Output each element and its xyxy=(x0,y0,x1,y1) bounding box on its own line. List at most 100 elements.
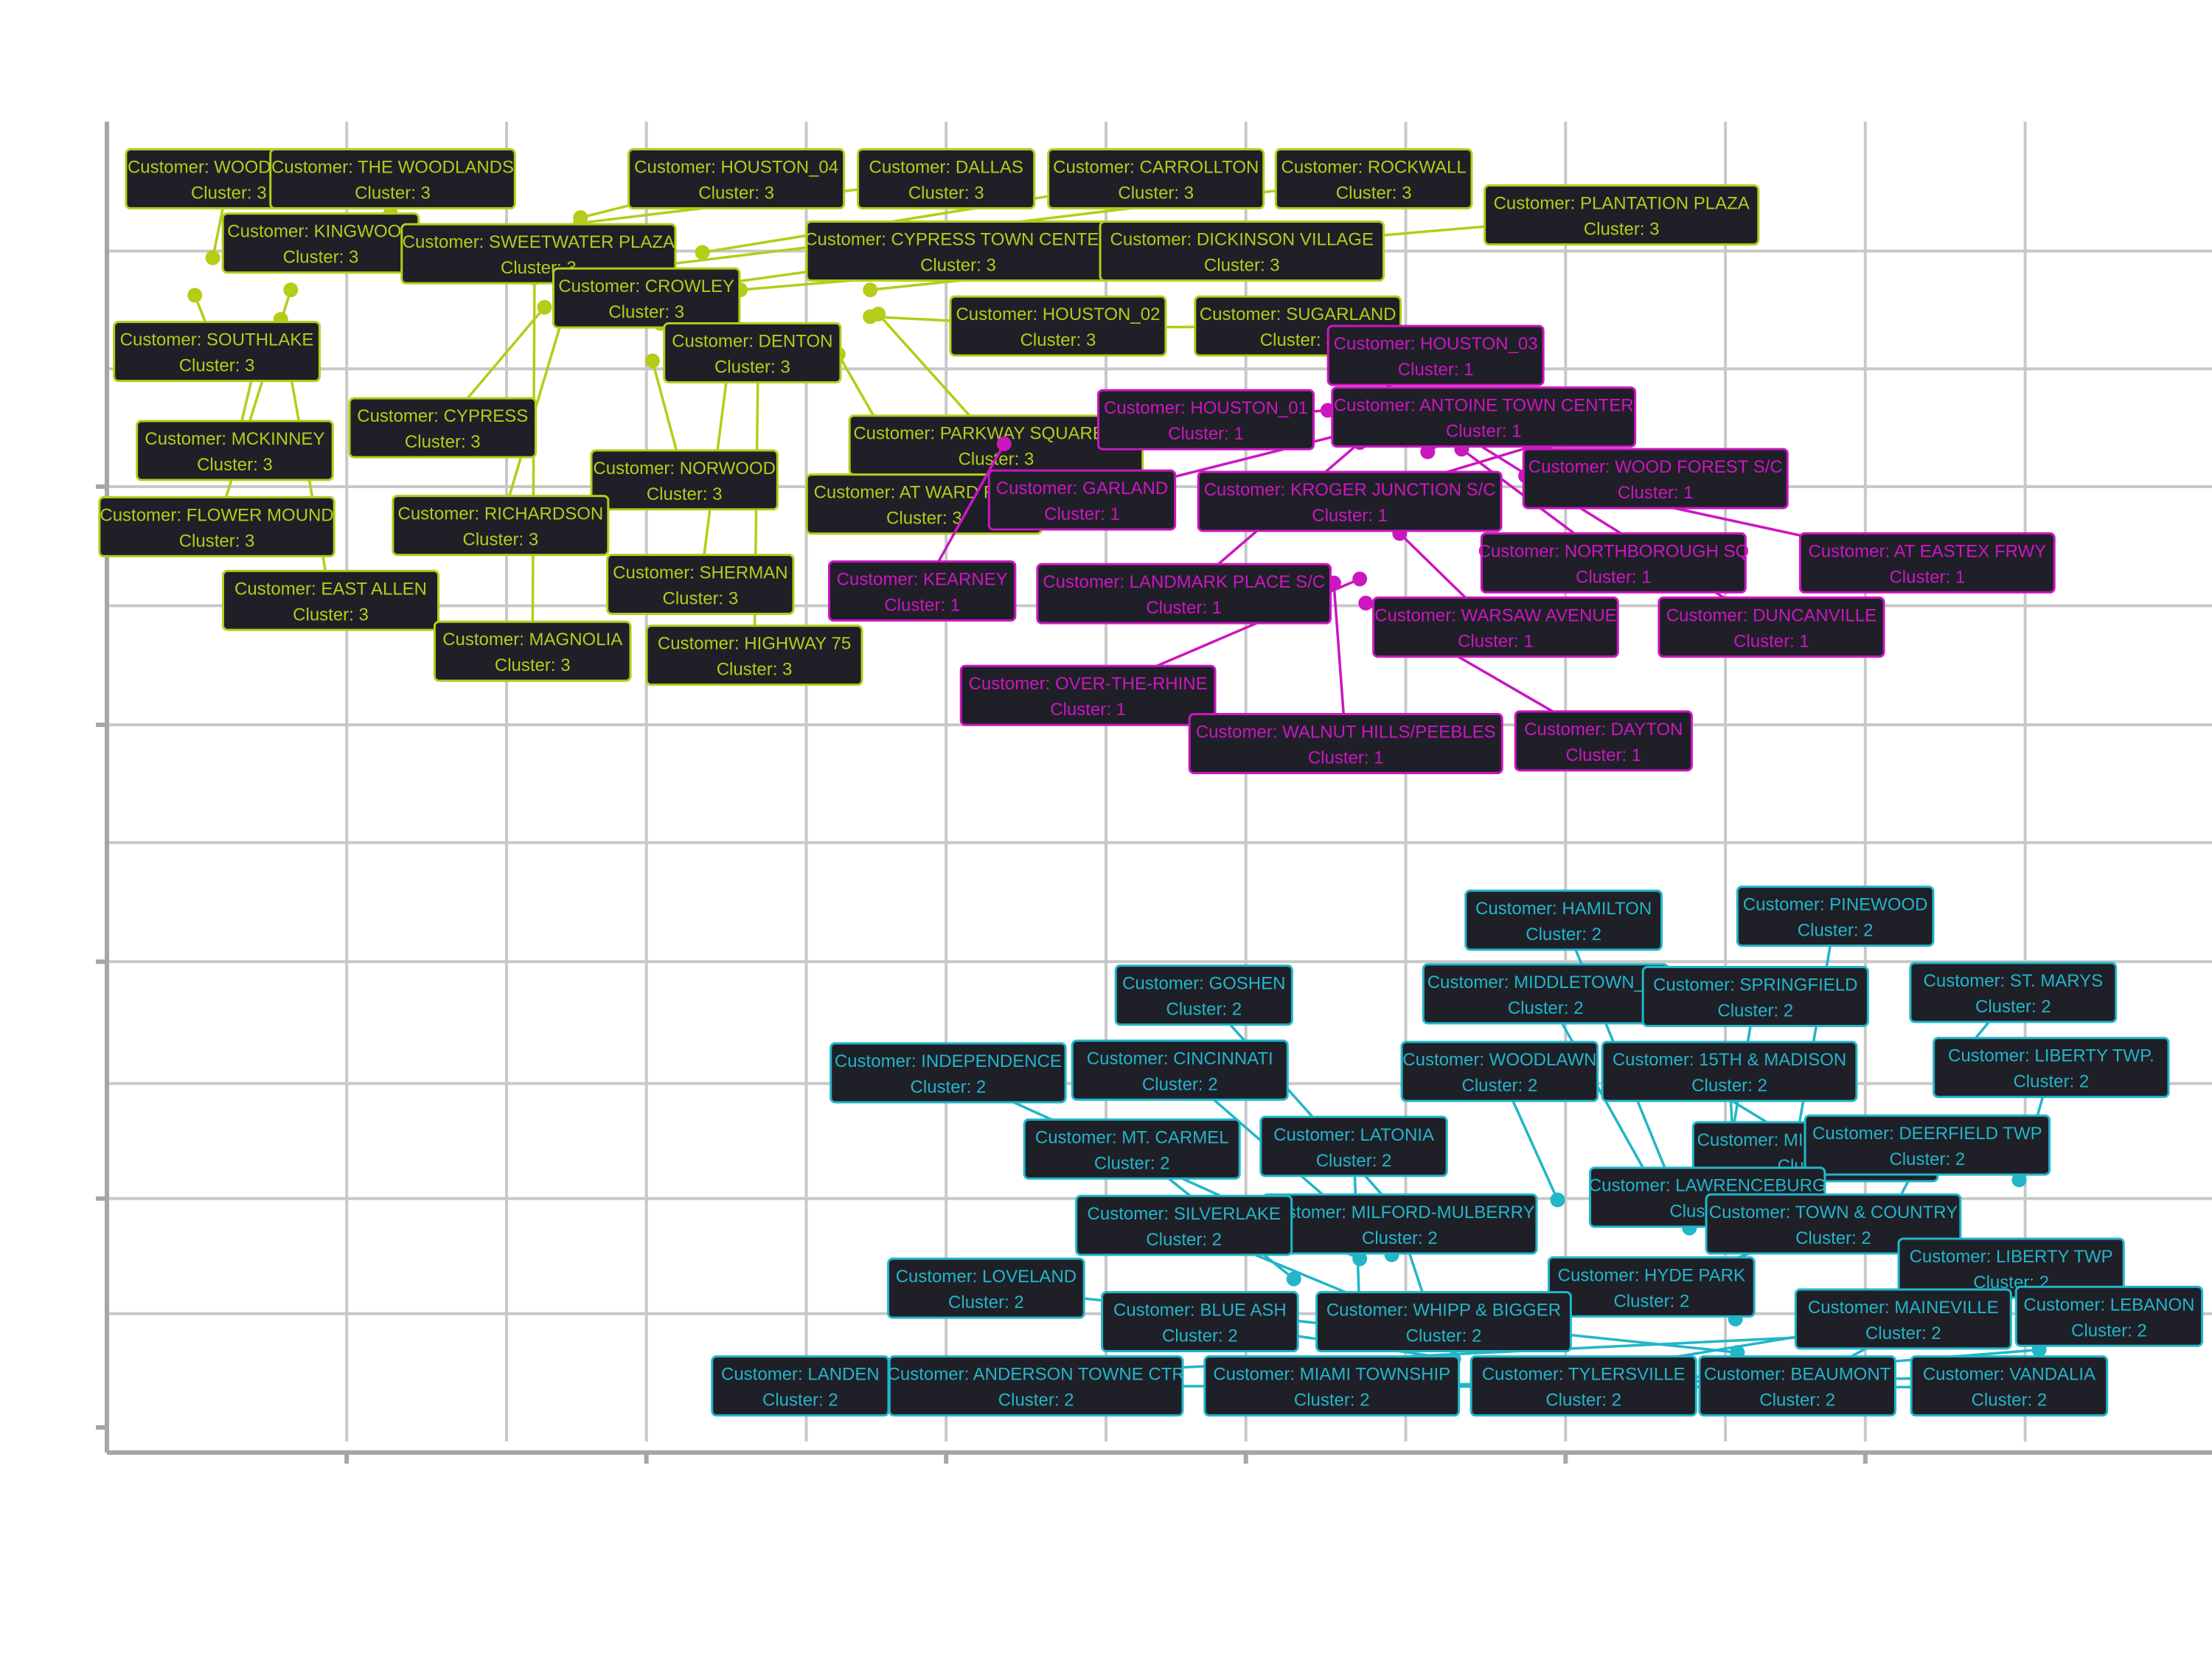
cluster-label: Cluster: 3 xyxy=(1020,330,1096,350)
point-label-box xyxy=(1909,961,2118,1023)
data-point[interactable] xyxy=(205,250,220,265)
cluster-label: Cluster: 1 xyxy=(1576,567,1652,587)
cluster-label: Cluster: 3 xyxy=(608,302,684,322)
point-label-box xyxy=(1075,1194,1293,1256)
point-label: Customer: WARSAW AVENUE Cluster: 1 xyxy=(1372,597,1619,658)
point-label: Customer: SHERMAN Cluster: 3 xyxy=(606,553,795,615)
cluster-label: Cluster: 1 xyxy=(1146,598,1222,618)
customer-label: Customer: LOVELAND xyxy=(896,1267,1077,1287)
data-point[interactable] xyxy=(283,282,299,298)
point-label-box xyxy=(1484,184,1760,246)
cluster-label: Cluster: 2 xyxy=(1162,1326,1238,1346)
point-label-box xyxy=(606,553,795,615)
data-point[interactable] xyxy=(2011,1172,2027,1188)
point-label-box xyxy=(433,620,632,682)
customer-label: Customer: 15TH & MADISON xyxy=(1613,1050,1846,1070)
cluster-label: Cluster: 2 xyxy=(1798,921,1874,941)
cluster-label: Cluster: 2 xyxy=(948,1293,1024,1312)
point-label-box xyxy=(1464,889,1663,951)
point-label: Customer: MILFORD-MULBERRY Cluster: 2 xyxy=(1262,1193,1538,1255)
cluster-label: Cluster: 2 xyxy=(1406,1326,1482,1346)
cluster-label: Cluster: 3 xyxy=(197,455,273,475)
point-label-box xyxy=(552,267,741,329)
point-label-box xyxy=(269,148,516,210)
cluster-label: Cluster: 1 xyxy=(1398,360,1474,380)
cluster-label: Cluster: 3 xyxy=(179,531,255,551)
data-point[interactable] xyxy=(1352,1251,1368,1267)
customer-label: Customer: VANDALIA xyxy=(1923,1365,2096,1385)
point-label: Customer: KEARNEY Cluster: 1 xyxy=(827,560,1017,622)
customer-label: Customer: WHIPP & BIGGER xyxy=(1326,1301,1561,1321)
point-label-box xyxy=(959,664,1217,726)
point-label-box xyxy=(1114,964,1293,1026)
cluster-label: Cluster: 2 xyxy=(1526,925,1601,945)
data-point[interactable] xyxy=(1352,571,1368,587)
data-point[interactable] xyxy=(695,245,710,260)
point-label-box xyxy=(1097,389,1315,451)
customer-label: Customer: GARLAND xyxy=(996,479,1168,498)
customer-label: Customer: DUNCANVILLE xyxy=(1666,606,1877,626)
point-label: Customer: LIBERTY TWP. Cluster: 2 xyxy=(1933,1037,2170,1099)
cluster-label: Cluster: 2 xyxy=(1717,1001,1793,1020)
customer-label: Customer: DEERFIELD TWP xyxy=(1812,1124,2042,1144)
point-label-box xyxy=(949,295,1167,357)
point-label: Customer: MIDDLETOWN_01 Cluster: 2 xyxy=(1422,963,1669,1025)
customer-label: Customer: SOUTHLAKE xyxy=(120,330,314,350)
customer-label: Customer: WOODLAWN xyxy=(1402,1050,1596,1070)
point-label-box xyxy=(1470,1355,1697,1417)
point-label-box xyxy=(1188,712,1503,774)
data-point[interactable] xyxy=(871,306,886,321)
data-point[interactable] xyxy=(1358,595,1374,611)
customer-label: Customer: TOWN & COUNTRY xyxy=(1709,1203,1958,1222)
customer-label: Customer: WALNUT HILLS/PEEBLES xyxy=(1196,722,1496,742)
point-label: Customer: WHIPP & BIGGER Cluster: 2 xyxy=(1315,1291,1572,1353)
cluster-label: Cluster: 2 xyxy=(1795,1228,1871,1248)
customer-label: Customer: NORTHBOROUGH SQ xyxy=(1478,541,1750,561)
cluster-label: Cluster: 2 xyxy=(1462,1076,1538,1096)
customer-label: Customer: DAYTON xyxy=(1524,720,1683,740)
cluster-label: Cluster: 2 xyxy=(1142,1074,1218,1094)
point-label: Customer: ANDERSON TOWNE CTR Cluster: 2 xyxy=(888,1355,1185,1417)
cluster-label: Cluster: 3 xyxy=(1584,220,1660,240)
point-label: Customer: TYLERSVILLE Cluster: 2 xyxy=(1470,1355,1697,1417)
point-label-box xyxy=(1514,710,1693,772)
point-label: Customer: WALNUT HILLS/PEEBLES Cluster: 1 xyxy=(1188,712,1503,774)
data-point[interactable] xyxy=(537,299,552,315)
data-point[interactable] xyxy=(1286,1271,1301,1287)
data-point[interactable] xyxy=(863,282,878,298)
customer-label: Customer: SWEETWATER PLAZA xyxy=(403,232,675,252)
cluster-label: Cluster: 1 xyxy=(1618,483,1694,503)
data-point[interactable] xyxy=(1550,1192,1565,1208)
customer-label: Customer: WARSAW AVENUE xyxy=(1374,606,1617,626)
cluster-label: Cluster: 3 xyxy=(714,357,790,377)
point-label-box xyxy=(645,625,863,686)
point-label-box xyxy=(1101,1291,1299,1353)
cluster-label: Cluster: 2 xyxy=(1545,1391,1621,1411)
data-point[interactable] xyxy=(996,436,1012,451)
cluster-label: Cluster: 2 xyxy=(911,1077,987,1097)
point-label-box xyxy=(1910,1355,2109,1417)
point-label-box xyxy=(136,420,334,481)
point-label: Customer: THE WOODLANDS Cluster: 3 xyxy=(269,148,516,210)
point-label: Customer: AT EASTEX FRWY Cluster: 1 xyxy=(1798,532,2056,594)
point-label-box xyxy=(348,397,537,459)
point-label: Customer: ANTOINE TOWN CENTER Cluster: 1 xyxy=(1331,386,1637,448)
cluster-label: Cluster: 2 xyxy=(1613,1291,1689,1311)
customer-label: Customer: LIBERTY TWP xyxy=(1910,1247,2113,1267)
cluster-label: Cluster: 2 xyxy=(1972,1391,2048,1411)
customer-label: Customer: DENTON xyxy=(672,331,832,351)
point-label: Customer: ST. MARYS Cluster: 2 xyxy=(1909,961,2118,1023)
data-point[interactable] xyxy=(187,288,203,303)
point-label-box xyxy=(1036,563,1332,625)
point-label-box xyxy=(1794,1288,2012,1350)
cluster-label: Cluster: 1 xyxy=(1050,700,1126,720)
point-label-box xyxy=(1372,597,1619,658)
customer-label: Customer: CROWLEY xyxy=(558,276,734,296)
point-label-box xyxy=(1071,1039,1289,1101)
point-label: Customer: MCKINNEY Cluster: 3 xyxy=(136,420,334,481)
data-point[interactable] xyxy=(644,353,660,369)
customer-label: Customer: RICHARDSON xyxy=(398,504,604,524)
point-label-box xyxy=(1601,1040,1858,1102)
data-point[interactable] xyxy=(1420,444,1436,459)
point-label: Customer: WOODLAWN Cluster: 2 xyxy=(1400,1040,1599,1102)
